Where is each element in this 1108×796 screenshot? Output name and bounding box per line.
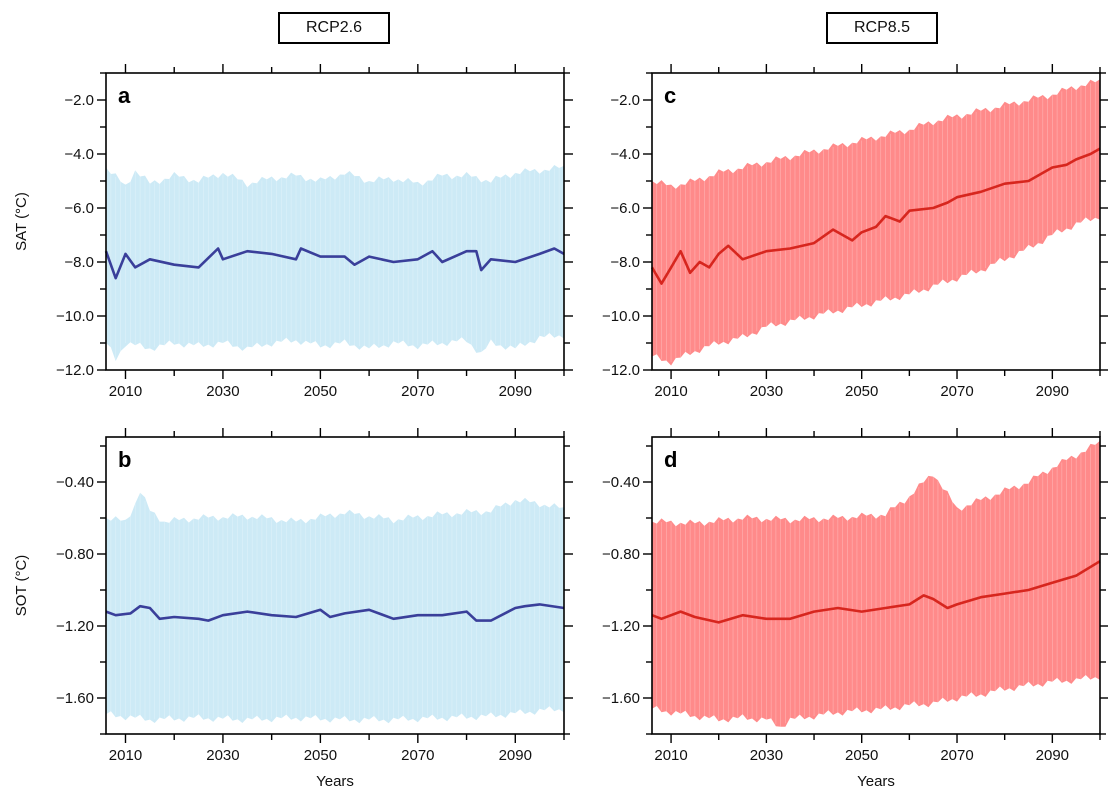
spread-band xyxy=(652,79,1100,366)
x-tick-label: 2090 xyxy=(1036,383,1069,400)
spread-band xyxy=(106,165,564,361)
y-tick-label: −0.80 xyxy=(56,546,94,563)
mean-line xyxy=(651,560,1101,624)
y-tick-label: −6.0 xyxy=(64,200,94,217)
mean-line xyxy=(650,147,1101,285)
mean-line xyxy=(105,603,565,622)
x-tick-label: 2090 xyxy=(1036,747,1069,764)
panel-letter: a xyxy=(118,83,131,108)
x-tick-label: 2050 xyxy=(304,383,337,400)
x-axis-label: Years xyxy=(316,773,354,790)
y-tick-label: −8.0 xyxy=(610,254,640,271)
panel-d: 2010 2030 2050 2070 2090 −0.40 −0.80 −1.20 −1.60… xyxy=(602,428,1108,790)
panel-letter: d xyxy=(664,447,677,472)
x-axis-label: Years xyxy=(857,773,895,790)
x-tick-label: 2070 xyxy=(401,383,434,400)
y-tick-label: −1.20 xyxy=(602,618,640,635)
panel-c: 2010 2030 2050 2070 2090 −2.0 −4.0 −6.0 −8.0 −10.… xyxy=(602,64,1108,400)
spread-band xyxy=(652,440,1100,727)
panel-letter: c xyxy=(664,83,676,108)
panel-b: 2010 2030 2050 2070 2090 −0.40 −0.80 −1.20 −1.60… xyxy=(13,428,573,790)
y-tick-label: −0.80 xyxy=(602,546,640,563)
x-tick-label: 2030 xyxy=(750,383,783,400)
panel-a: 2010 2030 2050 2070 2090 −2.0 −4.0 −6.0 −8.0 −10.… xyxy=(13,64,573,400)
plot-frame xyxy=(651,72,1101,371)
scenario-label-rcp85: RCP8.5 xyxy=(826,12,938,44)
spread-band xyxy=(106,492,564,724)
x-tick-label: 2030 xyxy=(206,383,239,400)
panel-letter: b xyxy=(118,447,131,472)
y-tick-label: −0.40 xyxy=(602,474,640,491)
plot-frame xyxy=(105,436,565,735)
x-tick-label: 2070 xyxy=(940,747,973,764)
x-tick-label: 2070 xyxy=(401,747,434,764)
x-tick-label: 2090 xyxy=(499,383,532,400)
x-tick-label: 2050 xyxy=(845,747,878,764)
y-tick-label: −4.0 xyxy=(610,146,640,163)
mean-line xyxy=(104,247,565,280)
x-tick-label: 2010 xyxy=(654,383,687,400)
y-tick-label: −0.40 xyxy=(56,474,94,491)
x-tick-label: 2090 xyxy=(499,747,532,764)
y-tick-label: −1.60 xyxy=(56,690,94,707)
x-tick-label: 2010 xyxy=(109,383,142,400)
x-tick-label: 2010 xyxy=(654,747,687,764)
y-tick-label: −8.0 xyxy=(64,254,94,271)
x-tick-label: 2070 xyxy=(940,383,973,400)
y-tick-label: −1.60 xyxy=(602,690,640,707)
y-tick-label: −10.0 xyxy=(602,308,640,325)
y-tick-label: −6.0 xyxy=(610,200,640,217)
y-axis-label: SOT (°C) xyxy=(13,555,30,617)
y-tick-label: −4.0 xyxy=(64,146,94,163)
plot-frame xyxy=(651,436,1101,735)
x-tick-label: 2050 xyxy=(845,383,878,400)
x-tick-label: 2010 xyxy=(109,747,142,764)
y-tick-label: −12.0 xyxy=(56,362,94,379)
x-tick-label: 2030 xyxy=(206,747,239,764)
x-tick-label: 2050 xyxy=(304,747,337,764)
scenario-label-rcp26: RCP2.6 xyxy=(278,12,390,44)
y-tick-label: −2.0 xyxy=(64,92,94,109)
x-tick-label: 2030 xyxy=(750,747,783,764)
y-tick-label: −12.0 xyxy=(602,362,640,379)
plot-frame xyxy=(105,72,565,371)
y-tick-label: −10.0 xyxy=(56,308,94,325)
y-axis-label: SAT (°C) xyxy=(13,192,30,251)
y-tick-label: −2.0 xyxy=(610,92,640,109)
y-tick-label: −1.20 xyxy=(56,618,94,635)
